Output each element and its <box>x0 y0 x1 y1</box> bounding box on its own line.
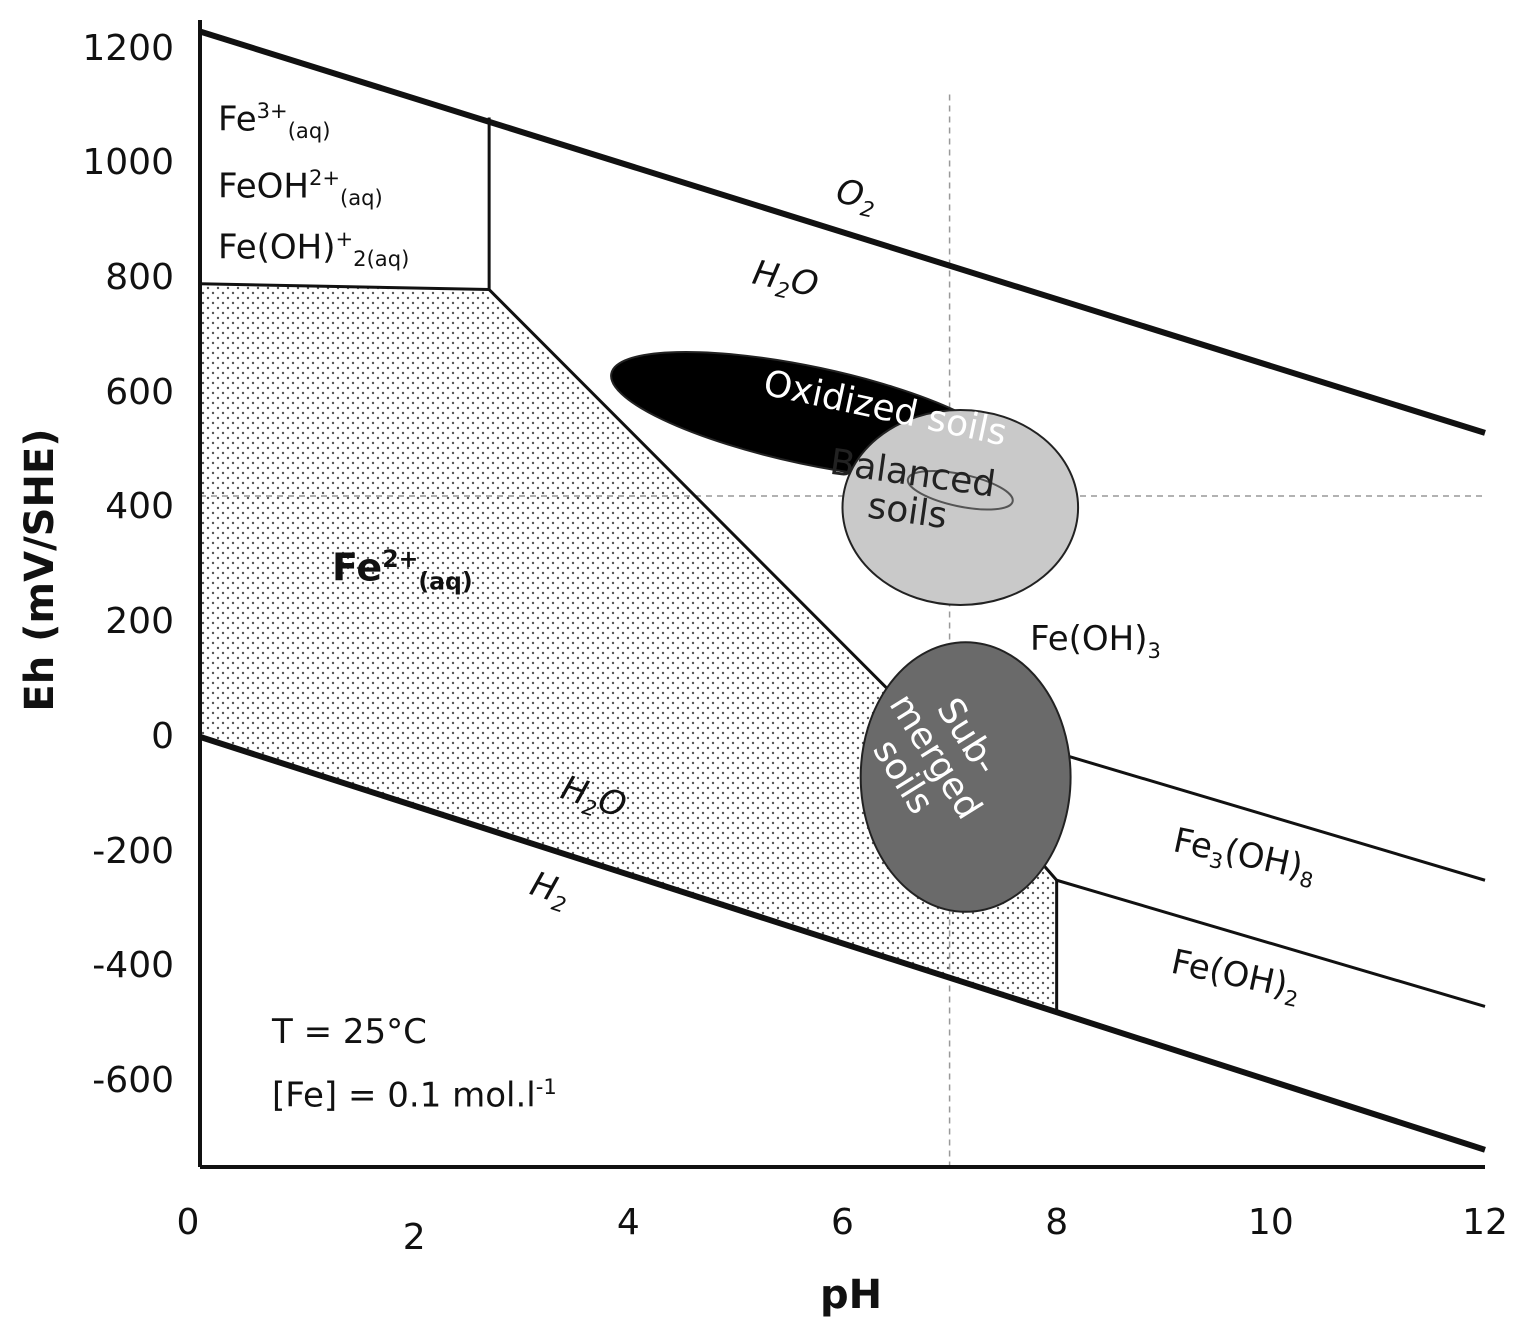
label-fe3-aq: Fe3+(aq) <box>218 98 331 144</box>
fe2-region-fill <box>200 283 1057 1013</box>
x-tick-label: 4 <box>616 1202 640 1243</box>
y-tick-label: 1000 <box>82 142 174 184</box>
label-feoh-aq: FeOH2+(aq) <box>218 165 383 211</box>
label-concentration: [Fe] = 0.1 mol.l-1 <box>272 1074 557 1116</box>
x-tick-label: 2 <box>402 1217 426 1258</box>
x-tick-label: 8 <box>1045 1202 1069 1243</box>
y-tick-label: 400 <box>105 486 174 528</box>
y-axis-title: Eh (mV/SHE) <box>17 428 63 712</box>
x-axis-title: pH <box>820 1272 883 1318</box>
x-tick-label: 0 <box>176 1202 200 1243</box>
label-temperature: T = 25°C <box>272 1012 427 1052</box>
x-tick-label: 12 <box>1462 1202 1508 1243</box>
label-fe2-aq: Fe2+(aq) <box>332 545 473 596</box>
label-o2: O2 <box>832 171 877 223</box>
y-tick-label: 800 <box>105 257 174 299</box>
y-tick-label: 1200 <box>82 27 174 69</box>
x-tick-label: 10 <box>1247 1202 1294 1243</box>
x-tick-label: 6 <box>831 1202 854 1243</box>
balanced-inner-ellipse <box>906 470 1014 511</box>
boundary-line-0 <box>199 28 1486 436</box>
y-tick-label: 200 <box>105 601 174 643</box>
boundary-line-1 <box>199 734 1486 1153</box>
label-feoh2-aq: Fe(OH)+2(aq) <box>218 226 410 272</box>
y-tick-label: -400 <box>92 945 174 987</box>
label-feoh3: Fe(OH)3 <box>1030 619 1161 663</box>
y-tick-label: -200 <box>92 830 174 872</box>
y-tick-label: 600 <box>105 371 174 413</box>
soil-ellipse-2 <box>859 641 1072 913</box>
y-tick-label: -600 <box>92 1059 174 1101</box>
y-tick-label: 0 <box>151 715 174 757</box>
boundary-line-6 <box>1056 878 1486 1008</box>
